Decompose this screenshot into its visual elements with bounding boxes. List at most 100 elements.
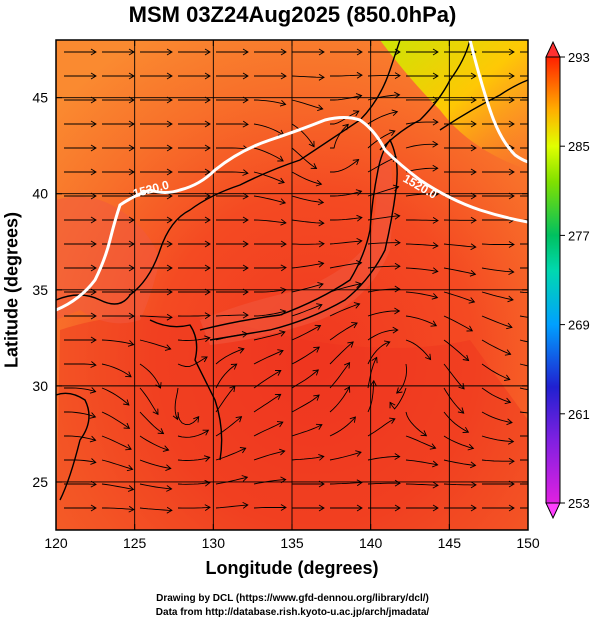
streamline-arrow bbox=[166, 120, 173, 128]
streamline-arrow bbox=[389, 401, 396, 409]
streamline-arrow bbox=[204, 335, 211, 342]
streamline bbox=[216, 147, 248, 150]
colorbar-gradient bbox=[545, 56, 561, 504]
streamline bbox=[215, 314, 248, 317]
streamline bbox=[405, 143, 438, 149]
streamline-arrow bbox=[152, 408, 159, 416]
streamline-arrow bbox=[166, 313, 173, 321]
streamline bbox=[253, 370, 282, 389]
streamline bbox=[177, 337, 210, 341]
streamline-arrow bbox=[90, 144, 97, 152]
streamline bbox=[253, 331, 286, 341]
streamline-arrow bbox=[470, 72, 477, 80]
streamline-arrow bbox=[165, 464, 172, 472]
colorbar: 253 261 269 277 285 293 bbox=[545, 40, 590, 520]
streamline-arrow bbox=[308, 140, 315, 148]
gridlines bbox=[56, 40, 528, 530]
streamline-arrow bbox=[204, 120, 211, 128]
streamline bbox=[519, 387, 528, 391]
streamline bbox=[177, 356, 208, 367]
streamline bbox=[215, 504, 248, 509]
streamline bbox=[253, 99, 286, 105]
streamline-arrow bbox=[166, 264, 173, 272]
streamline-arrow bbox=[204, 479, 211, 487]
streamline-arrow bbox=[318, 240, 325, 248]
streamline bbox=[101, 435, 132, 450]
streamline bbox=[101, 363, 132, 378]
streamline-arrow bbox=[394, 91, 401, 99]
streamline bbox=[177, 506, 211, 509]
streamline-arrow bbox=[394, 212, 401, 220]
streamline-arrow bbox=[128, 216, 135, 224]
streamline-arrow bbox=[128, 48, 135, 56]
streamlines bbox=[64, 48, 528, 514]
streamline-arrow bbox=[242, 72, 249, 80]
streamline bbox=[139, 507, 172, 511]
colorbar-extend-top bbox=[545, 40, 561, 58]
streamline bbox=[253, 421, 283, 437]
streamline-arrow bbox=[432, 190, 439, 198]
streamline-arrow bbox=[352, 110, 360, 117]
streamline bbox=[291, 394, 320, 413]
streamline-arrow bbox=[204, 504, 211, 511]
streamline bbox=[481, 363, 510, 381]
streamline bbox=[215, 348, 245, 365]
streamline bbox=[330, 95, 362, 101]
streamline-arrow bbox=[89, 412, 97, 419]
streamline-arrow bbox=[204, 144, 211, 152]
streamline-arrow bbox=[157, 428, 165, 435]
streamline bbox=[139, 459, 171, 469]
streamline bbox=[481, 315, 513, 328]
streamline-arrow bbox=[356, 237, 363, 245]
streamline bbox=[215, 447, 246, 461]
streamline bbox=[367, 94, 400, 101]
streamline-arrow bbox=[90, 504, 97, 512]
streamline-arrow bbox=[353, 302, 361, 309]
streamline bbox=[329, 481, 363, 485]
streamline-arrow bbox=[371, 356, 378, 364]
streamline-arrow bbox=[127, 340, 135, 347]
streamline-arrow bbox=[313, 394, 320, 401]
colorbar-extend-bottom bbox=[545, 502, 561, 520]
streamline-arrow bbox=[276, 421, 284, 428]
streamline-arrow bbox=[468, 297, 476, 304]
streamline-arrow bbox=[166, 240, 173, 248]
streamline bbox=[396, 363, 407, 394]
credit-drawing: Drawing by DCL (https://www.gfd-dennou.o… bbox=[156, 593, 429, 604]
cooler-region-northeast bbox=[380, 40, 528, 170]
streamline bbox=[139, 411, 164, 434]
streamline-arrow bbox=[90, 216, 97, 224]
streamline bbox=[367, 265, 400, 269]
streamline bbox=[405, 411, 427, 437]
streamline-arrow bbox=[242, 169, 249, 176]
streamline bbox=[253, 123, 285, 136]
streamline-arrow bbox=[470, 216, 477, 224]
streamline bbox=[405, 243, 438, 247]
streamline-arrow bbox=[280, 504, 287, 511]
streamline-arrow bbox=[316, 303, 323, 310]
streamline-arrow bbox=[504, 349, 512, 356]
streamline-arrow bbox=[242, 311, 249, 319]
streamline-arrow bbox=[126, 464, 134, 472]
streamline bbox=[291, 195, 324, 203]
streamline bbox=[64, 363, 96, 366]
streamline-arrow bbox=[128, 120, 135, 128]
streamline bbox=[443, 387, 465, 414]
streamline-arrow bbox=[193, 416, 200, 423]
streamline-arrow bbox=[508, 120, 515, 128]
streamline bbox=[215, 363, 237, 389]
streamline bbox=[291, 346, 320, 365]
streamline-arrow bbox=[89, 387, 97, 394]
streamline-arrow bbox=[203, 455, 211, 462]
streamline-arrow bbox=[504, 374, 511, 381]
streamline-arrow bbox=[394, 239, 401, 246]
streamline-arrow bbox=[278, 177, 285, 184]
streamline-arrow bbox=[470, 461, 477, 469]
streamline-arrow bbox=[166, 48, 173, 56]
streamline bbox=[291, 75, 325, 78]
streamline bbox=[519, 291, 528, 294]
streamline-arrow bbox=[312, 369, 319, 376]
streamline bbox=[139, 483, 172, 490]
streamline-arrow bbox=[277, 349, 284, 356]
streamline-arrow bbox=[394, 262, 401, 270]
